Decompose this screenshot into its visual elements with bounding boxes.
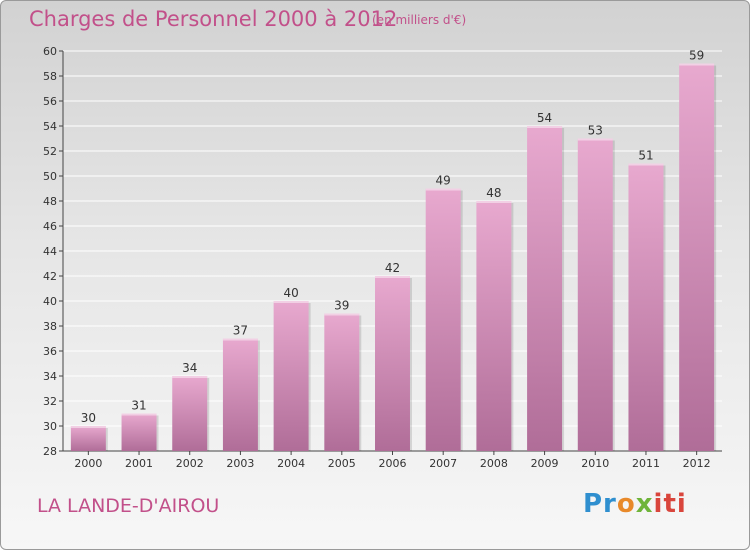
y-tick-label: 34 [43,370,57,383]
bar-2007 [425,188,461,451]
value-label-2006: 42 [385,261,400,275]
y-tick-label: 52 [43,145,57,158]
bars [70,63,717,451]
y-tick-label: 58 [43,70,57,83]
proxiti-logo: Proxiti [583,489,687,519]
x-tick-label-2011: 2011 [632,457,660,470]
y-tick-label: 36 [43,345,57,358]
value-label-2002: 34 [182,361,197,375]
y-tick-label: 50 [43,170,57,183]
y-tick-label: 42 [43,270,57,283]
value-label-2012: 59 [689,49,704,63]
bar-highlight [222,338,258,341]
value-label-2001: 31 [131,399,146,413]
x-tick-label-2004: 2004 [277,457,305,470]
value-label-2011: 51 [638,149,653,163]
bar-2008 [476,201,512,451]
x-tick-label-2003: 2003 [226,457,254,470]
town-name: LA LANDE-D'AIROU [37,495,220,517]
bar-highlight [577,138,613,141]
bar-highlight [273,301,309,303]
y-tick-label: 28 [43,445,57,458]
y-tick-label: 44 [43,245,57,258]
value-label-2007: 49 [436,174,451,188]
y-tick-label: 30 [43,420,57,433]
x-tick-label-2009: 2009 [531,457,559,470]
x-tick-label-2000: 2000 [74,457,102,470]
bar-highlight [679,63,715,66]
value-label-2000: 30 [81,411,96,425]
labels: 28 30 32 34 36 38 40 42 44 46 48 50 52 54 56 58 60 30 2000… [43,45,711,470]
chart-subtitle: (en milliers d'€) [372,13,467,27]
logo-part-3: x [635,489,654,519]
bar-2002 [172,376,208,451]
value-label-2004: 40 [283,286,298,300]
value-label-2005: 39 [334,299,349,313]
bar-highlight [527,126,563,128]
value-label-2010: 53 [588,124,603,138]
value-label-2009: 54 [537,111,552,125]
bar-2000 [70,426,106,451]
value-label-2003: 37 [233,324,248,338]
x-tick-label-2006: 2006 [379,457,407,470]
y-tick-label: 60 [43,45,57,58]
y-tick-label: 48 [43,195,57,208]
bar-highlight [121,413,157,416]
value-label-2008: 48 [486,186,501,200]
bar-2009 [527,126,563,451]
y-tick-label: 40 [43,295,57,308]
bar-2001 [121,413,157,451]
logo-part-2: o [616,489,636,519]
bar-highlight [172,376,208,378]
y-tick-label: 46 [43,220,57,233]
x-tick-label-2010: 2010 [581,457,609,470]
x-tick-label-2007: 2007 [429,457,457,470]
y-tick-label: 32 [43,395,57,408]
bar-highlight [476,201,512,203]
logo-part-4: iti [653,489,687,519]
bar-2004 [273,301,309,451]
bar-highlight [425,188,461,191]
logo-part-1: Pr [583,489,617,519]
bar-highlight [70,426,106,428]
bar-2005 [324,313,360,451]
bar-2006 [375,276,410,451]
x-tick-label-2001: 2001 [125,457,153,470]
x-tick-label-2012: 2012 [683,457,711,470]
bar-highlight [375,276,410,278]
bar-2011 [628,163,664,451]
y-tick-label: 54 [43,120,57,133]
bar-highlight [324,313,360,316]
bar-2012 [679,63,715,451]
chart-title: Charges de Personnel 2000 à 2012 [29,7,398,31]
bar-2003 [222,338,258,451]
bar-highlight [628,163,664,166]
x-tick-label-2008: 2008 [480,457,508,470]
bar-2010 [577,138,613,451]
x-tick-label-2002: 2002 [176,457,204,470]
y-tick-label: 38 [43,320,57,333]
x-tick-label-2005: 2005 [328,457,356,470]
y-tick-label: 56 [43,95,57,108]
